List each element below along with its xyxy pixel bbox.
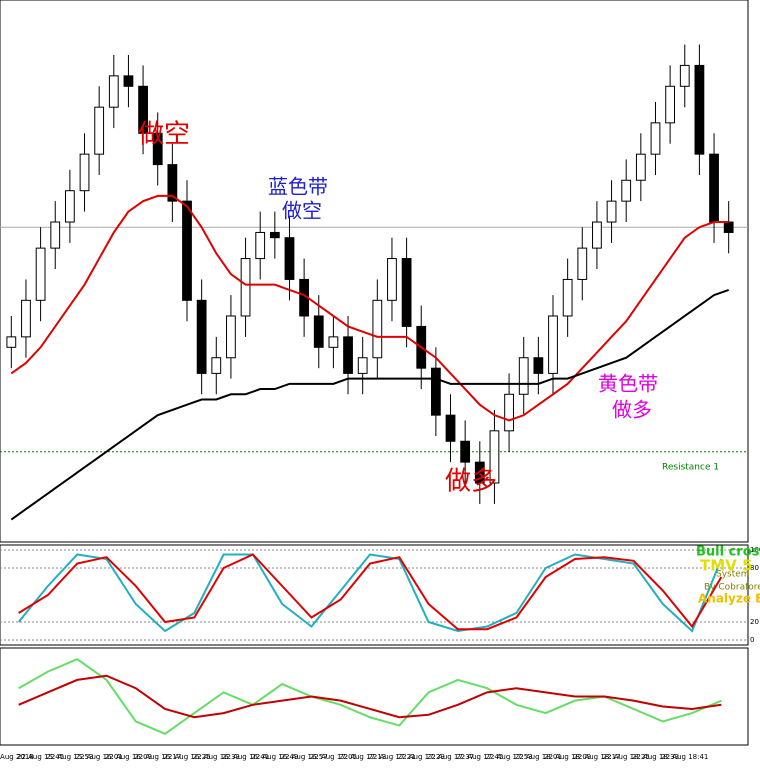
x-tick-label: 22 Aug 16:09 (105, 753, 152, 761)
candle-body (577, 247, 588, 280)
x-tick-label: 22 Aug 17:13 (339, 753, 386, 761)
x-tick-label: 22 Aug 16:25 (163, 753, 210, 761)
x-tick-label: 22 Aug 18:17 (573, 753, 620, 761)
candle-body (665, 85, 676, 124)
y-tick-label: 0 (750, 636, 754, 644)
x-tick-label: 22 Aug 18:09 (544, 753, 591, 761)
x-tick-label: 22 Aug 17:37 (427, 753, 474, 761)
annotation: System (716, 570, 750, 580)
candle-body (196, 299, 207, 374)
candle-body (518, 357, 529, 395)
candle-body (372, 299, 383, 359)
candle-body (152, 132, 163, 166)
annotation: 蓝色带 (268, 175, 328, 199)
stoch-panel (0, 544, 749, 646)
x-tick-label: 22 Aug 2018 (0, 753, 34, 761)
annotation: 做空 (282, 199, 322, 223)
series-line (18, 674, 722, 719)
candle-body (430, 367, 441, 416)
candle-body (635, 153, 646, 181)
candle-body (182, 200, 192, 301)
candle-body (504, 393, 514, 432)
candle-body (562, 278, 573, 317)
series-line (10, 194, 729, 422)
candle-body (387, 258, 397, 301)
annotation: 做多 (612, 398, 652, 422)
candle-body (35, 247, 46, 301)
series-line (10, 288, 730, 521)
annotation: 做空 (138, 120, 190, 150)
candle-body (79, 153, 90, 192)
x-tick-label: 22 Aug 18:41 (661, 753, 708, 761)
x-tick-label: 22 Aug 16:01 (76, 753, 123, 761)
candle-body (709, 153, 719, 223)
x-tick-label: 22 Aug 16:17 (134, 753, 181, 761)
candle-body (255, 231, 266, 260)
series-line (18, 658, 722, 735)
candle-body (240, 258, 251, 317)
candle-body (94, 106, 105, 155)
x-tick-label: 22 Aug 18:01 (515, 753, 562, 761)
candle-body (533, 357, 544, 374)
candle-body (621, 179, 632, 202)
candle-body (50, 221, 61, 249)
annotation: TMV 5 (700, 557, 752, 575)
y-tick-label: 80 (750, 564, 759, 572)
candle-body (723, 221, 734, 233)
x-tick-label: 22 Aug 18:25 (603, 753, 650, 761)
x-tick-label: 22 Aug 17:05 (310, 753, 357, 761)
x-tick-label: 22 Aug 16:33 (193, 753, 240, 761)
candle-body (269, 231, 280, 239)
candle-body (108, 75, 119, 108)
candle-body (606, 200, 617, 223)
candle-body (489, 430, 500, 484)
candle-body (21, 299, 31, 338)
annotation: 做多 (445, 467, 497, 497)
y-tick-label: 100 (750, 546, 760, 554)
candle-body (650, 122, 661, 155)
candle-body (6, 336, 17, 348)
x-tick-label: 22 Aug 17:29 (398, 753, 445, 761)
trix-panel (0, 647, 749, 746)
candle-body (64, 190, 75, 223)
annotation: 黄色带 (598, 372, 658, 396)
resistance-label: Resistance 1 (662, 463, 719, 473)
candle-body (167, 164, 178, 202)
candle-body (313, 315, 324, 348)
x-tick-label: 22 Aug 18:33 (632, 753, 679, 761)
candle-body (343, 336, 353, 374)
annotation: Bull cross (696, 545, 760, 560)
x-tick-label: 22 Aug 17:45 (456, 753, 503, 761)
candle-body (284, 237, 295, 280)
candle-body (138, 85, 148, 134)
candle-body (592, 221, 602, 249)
x-tick-label: 22 Aug 15:53 (46, 753, 93, 761)
candle-body (694, 64, 705, 155)
y-tick-label: 20 (750, 618, 759, 626)
candle-body (226, 315, 236, 359)
x-tick-label: 22 Aug 16:41 (222, 753, 269, 761)
candle-body (679, 64, 690, 87)
candle-body (211, 357, 222, 374)
x-tick-label: 22 Aug 16:57 (281, 753, 328, 761)
candle-body (548, 315, 558, 374)
x-tick-label: 22 Aug 17:21 (368, 753, 415, 761)
candle-body (474, 461, 485, 484)
series-line (18, 553, 723, 631)
series-line (17, 553, 723, 633)
candle-body (357, 357, 368, 374)
candle-body (328, 336, 339, 348)
annotation: By Cobraforex (704, 583, 760, 593)
annotation: Analyze Exit (698, 592, 760, 606)
candle-body (445, 414, 456, 442)
candle-body (460, 440, 471, 463)
main-panel (0, 0, 749, 543)
x-tick-label: 22 Aug 17:53 (485, 753, 532, 761)
candle-body (123, 75, 134, 87)
x-tick-label: 22 Aug 16:49 (251, 753, 298, 761)
x-tick-label: 22 Aug 15:45 (17, 753, 64, 761)
candle-body (401, 258, 412, 327)
